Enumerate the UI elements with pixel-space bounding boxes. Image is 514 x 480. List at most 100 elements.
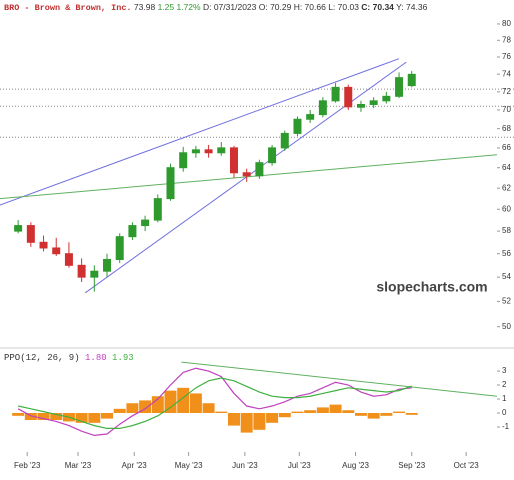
ppo-last: 1.80 [85,353,107,363]
histogram-bar [266,413,279,423]
trend-line [0,58,400,206]
candle-body [115,236,124,260]
ppo-title: PPO(12, 26, 9) 1.80 1.93 [4,353,134,363]
ppo-name: PPO(12, 26, 9) [4,353,80,363]
y-tick-label: 74 [502,69,511,78]
ohl: D: 07/31/2023 O: 70.29 H: 70.66 L: 70.03 [203,2,359,12]
candle-body [14,225,23,232]
histogram-bar [253,413,266,430]
y-tick-label: 76 [502,52,511,61]
x-tick-label: Mar '23 [65,461,92,470]
histogram-bar [12,413,25,416]
histogram-bar [304,410,317,414]
trend-line [0,154,498,200]
candle-body [382,95,391,102]
y-tick-label: 78 [502,35,511,44]
y-tick-label: 0 [502,408,507,417]
y-tick-label: 54 [502,272,511,281]
last: 73.98 [134,2,156,12]
change: 1.25 [158,2,175,12]
candle-body [26,225,35,243]
histogram-bar [240,413,253,433]
histogram-bar [215,411,228,414]
x-tick-label: Feb '23 [14,461,41,470]
y-tick-label: 2 [502,380,507,389]
candle-body [331,86,340,102]
candle-body [217,147,226,154]
histogram-bar [316,407,329,414]
y-tick-label: 52 [502,297,511,306]
histogram-bar [380,413,393,416]
trend-line [181,361,498,397]
y-tick-label: 62 [502,183,511,192]
header: BRO - Brown & Brown, Inc. 73.98 1.25 1.7… [4,2,428,13]
candle-body [293,118,302,134]
candle-body [229,147,238,174]
candle-body [268,147,277,164]
candle-body [141,219,150,227]
candle-body [356,103,365,108]
change-pct: 1.72% [176,2,201,12]
histogram-bar [151,396,164,414]
y-tick-label: 70 [502,105,511,114]
x-tick-label: Jul '23 [288,461,311,470]
candle-body [166,167,175,200]
candle-body [204,149,213,154]
y-tick-label: 56 [502,249,511,258]
symbol: BRO - Brown & Brown, Inc. [4,3,132,13]
candle-body [280,132,289,149]
histogram-bar [101,413,114,419]
candle-body [395,77,404,97]
y-tick-label: 64 [502,163,511,172]
candle-body [407,73,416,87]
candle-body [103,258,112,272]
histogram-bar [342,410,355,414]
candle-body [369,100,378,105]
histogram-bar [202,403,215,414]
candle-body [64,253,73,266]
signal-last: 1.93 [112,353,134,363]
close: C: 70.34 [361,2,394,12]
candle-body [344,86,353,108]
histogram-bar [367,413,380,419]
histogram-bar [405,413,418,415]
histogram-bar [50,413,63,421]
candle-body [128,225,137,238]
histogram-bar [88,413,101,423]
y-value: Y: 74.36 [396,2,427,12]
candle-body [191,149,200,154]
histogram-bar [126,403,139,414]
candle-body [306,114,315,120]
y-tick-label: 58 [502,226,511,235]
watermark: slopecharts.com [376,279,487,295]
candle-body [52,247,61,255]
histogram-bar [354,413,367,416]
y-tick-label: 50 [502,322,511,331]
histogram-bar [113,408,126,414]
x-tick-label: Apr '23 [122,461,148,470]
histogram-bar [291,411,304,414]
histogram-bar [37,413,50,421]
trend-line [84,61,407,294]
y-tick-label: 3 [502,366,507,375]
candle-body [179,152,188,169]
y-tick-label: 1 [502,394,507,403]
y-tick-label: 80 [502,19,511,28]
candle-body [318,100,327,116]
histogram-bar [329,404,342,414]
candle-body [153,198,162,221]
histogram-bar [177,387,190,414]
histogram-bar [189,393,202,414]
x-tick-label: Sep '23 [398,461,425,470]
y-tick-label: 68 [502,124,511,133]
histogram-bar [393,411,406,414]
candle-body [39,241,48,249]
histogram-bar [24,413,37,421]
histogram-bar [75,413,88,423]
y-tick-label: -1 [502,422,510,431]
histogram-bar [164,390,177,414]
candle-body [77,264,86,278]
candle-body [242,172,251,177]
x-tick-label: Aug '23 [342,461,369,470]
